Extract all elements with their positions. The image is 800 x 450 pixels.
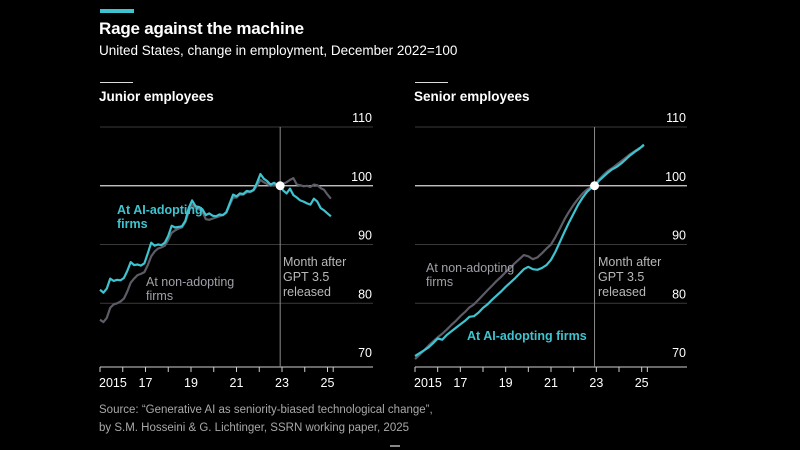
chart-subtitle: United States, change in employment, Dec… xyxy=(99,43,458,58)
source-note: Source: “Generative AI as seniority-bias… xyxy=(99,401,433,437)
senior-label-non-adopting: firms xyxy=(426,275,453,289)
panel-title-junior: Junior employees xyxy=(99,89,214,104)
accent-bar xyxy=(100,9,134,13)
junior-ytick-label: 110 xyxy=(352,111,372,125)
junior-ytick-label: 80 xyxy=(358,287,372,301)
junior-label-ai-adopting: At AI-adopting xyxy=(117,203,203,217)
junior-xtick-label: 19 xyxy=(184,376,198,390)
senior-xtick-label: 2015 xyxy=(414,376,442,390)
senior-reference-label: released xyxy=(598,285,646,299)
senior-xtick-label: 21 xyxy=(544,376,558,390)
senior-label-ai-adopting: At AI-adopting firms xyxy=(467,329,587,343)
senior-ytick-label: 80 xyxy=(672,287,686,301)
junior-reference-label: GPT 3.5 xyxy=(283,270,329,284)
senior-xtick-label: 19 xyxy=(499,376,513,390)
junior-series-ai-adopting xyxy=(99,172,332,294)
junior-label-non-adopting: At non-adopting xyxy=(146,275,234,289)
junior-series-non-adopting xyxy=(99,177,332,324)
senior-ytick-label: 70 xyxy=(672,346,686,360)
panel-title-senior: Senior employees xyxy=(414,89,530,104)
senior-ytick-label: 90 xyxy=(672,229,686,243)
source-line-2: by S.M. Hosseini & G. Lichtinger, SSRN w… xyxy=(99,422,410,434)
senior-ytick-label: 110 xyxy=(666,111,686,125)
bottom-mark xyxy=(390,445,400,447)
junior-ytick-label: 100 xyxy=(351,170,372,184)
senior-xtick-label: 25 xyxy=(635,376,649,390)
junior-xtick-label: 23 xyxy=(275,376,289,390)
senior-reference-label: GPT 3.5 xyxy=(598,270,644,284)
panel-rule-junior xyxy=(100,82,133,83)
senior-xtick-label: 17 xyxy=(453,376,467,390)
senior-series-non-adopting xyxy=(414,144,645,360)
panel-rule-senior xyxy=(415,82,448,83)
senior-ytick-label: 100 xyxy=(665,170,686,184)
junior-xtick-label: 21 xyxy=(230,376,244,390)
junior-reference-label: released xyxy=(283,285,331,299)
chart-title: Rage against the machine xyxy=(99,19,304,38)
junior-label-non-adopting: firms xyxy=(146,289,173,303)
junior-xtick-label: 25 xyxy=(321,376,335,390)
junior-ytick-label: 90 xyxy=(358,229,372,243)
senior-xtick-label: 23 xyxy=(589,376,603,390)
source-line-1: Source: “Generative AI as seniority-bias… xyxy=(99,404,433,416)
junior-label-ai-adopting: firms xyxy=(117,217,148,231)
junior-xtick-label: 2015 xyxy=(99,376,127,390)
junior-reference-label: Month after xyxy=(283,255,346,269)
junior-ytick-label: 70 xyxy=(358,346,372,360)
senior-series-ai-adopting xyxy=(414,143,645,358)
senior-label-non-adopting: At non-adopting xyxy=(426,261,514,275)
senior-reference-label: Month after xyxy=(598,255,661,269)
junior-xtick-label: 17 xyxy=(139,376,153,390)
junior-reference-point xyxy=(275,181,285,191)
senior-reference-point xyxy=(590,181,600,191)
